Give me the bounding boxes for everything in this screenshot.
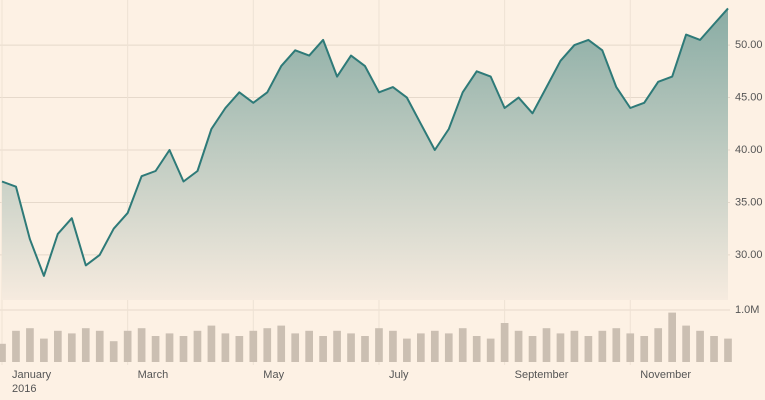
y-tick-label: 50.00 — [735, 39, 763, 51]
volume-bar — [263, 328, 272, 362]
volume-bar — [570, 330, 579, 362]
volume-bar — [249, 330, 258, 362]
volume-bar — [430, 330, 439, 362]
volume-bar — [221, 333, 230, 362]
volume-bar — [472, 336, 481, 362]
volume-bar — [235, 336, 244, 362]
volume-bar — [389, 330, 397, 362]
volume-bar — [26, 328, 34, 362]
area-fill — [2, 8, 728, 301]
volume-bar — [12, 330, 20, 362]
volume-bar — [347, 333, 355, 362]
price-line — [1, 7, 729, 277]
volume-bar — [67, 333, 76, 362]
volume-bar — [682, 325, 690, 362]
volume-bar — [109, 341, 118, 362]
volume-bar — [612, 328, 621, 362]
volume-bar — [598, 330, 607, 362]
volume-bar — [305, 330, 313, 362]
volume-bar — [403, 338, 411, 362]
volume-bar — [696, 330, 704, 362]
volume-bar — [277, 325, 286, 362]
volume-bar — [500, 323, 509, 362]
x-tick-label: September — [515, 369, 569, 381]
volume-bar — [417, 333, 425, 362]
volume-bar — [654, 328, 663, 362]
y-tick-label: 1.0M — [735, 304, 759, 316]
year-label: 2016 — [12, 383, 36, 395]
volume-bar — [0, 343, 6, 362]
y-tick-label: 45.00 — [735, 91, 763, 103]
volume-bar — [319, 336, 327, 362]
volume-bar — [54, 330, 62, 362]
volume-bar — [724, 338, 732, 362]
volume-bar — [458, 328, 467, 362]
volume-bar — [542, 328, 551, 362]
volume-bar — [137, 328, 146, 362]
volume-bar — [626, 333, 635, 362]
volume-bar — [193, 330, 202, 362]
volume-bar — [151, 336, 160, 362]
volume-bar — [361, 336, 369, 362]
volume-bar — [179, 336, 188, 362]
volume-bar — [486, 338, 495, 362]
y-tick-label: 35.00 — [735, 196, 763, 208]
volume-bar — [444, 333, 453, 362]
volume-bar — [528, 336, 537, 362]
volume-bar — [123, 330, 132, 362]
volume-bar — [95, 330, 104, 362]
volume-bar — [640, 336, 649, 362]
volume-bar — [40, 338, 48, 362]
volume-bar — [514, 330, 523, 362]
x-tick-label: March — [138, 369, 169, 381]
y-tick-label: 30.00 — [735, 249, 763, 261]
volume-bar — [165, 333, 174, 362]
volume-bar — [556, 333, 565, 362]
y-tick-label: 40.00 — [735, 144, 763, 156]
x-tick-label: July — [389, 369, 409, 381]
volume-bar — [584, 336, 593, 362]
volume-bar — [710, 336, 718, 362]
volume-bar — [668, 312, 676, 362]
x-tick-label: January — [12, 369, 52, 381]
volume-bar — [375, 328, 383, 362]
volume-bar — [81, 328, 90, 362]
volume-bar — [291, 333, 300, 362]
volume-bar — [333, 330, 341, 362]
x-tick-label: May — [263, 369, 284, 381]
volume-bar — [207, 325, 216, 362]
x-tick-label: November — [640, 369, 691, 381]
